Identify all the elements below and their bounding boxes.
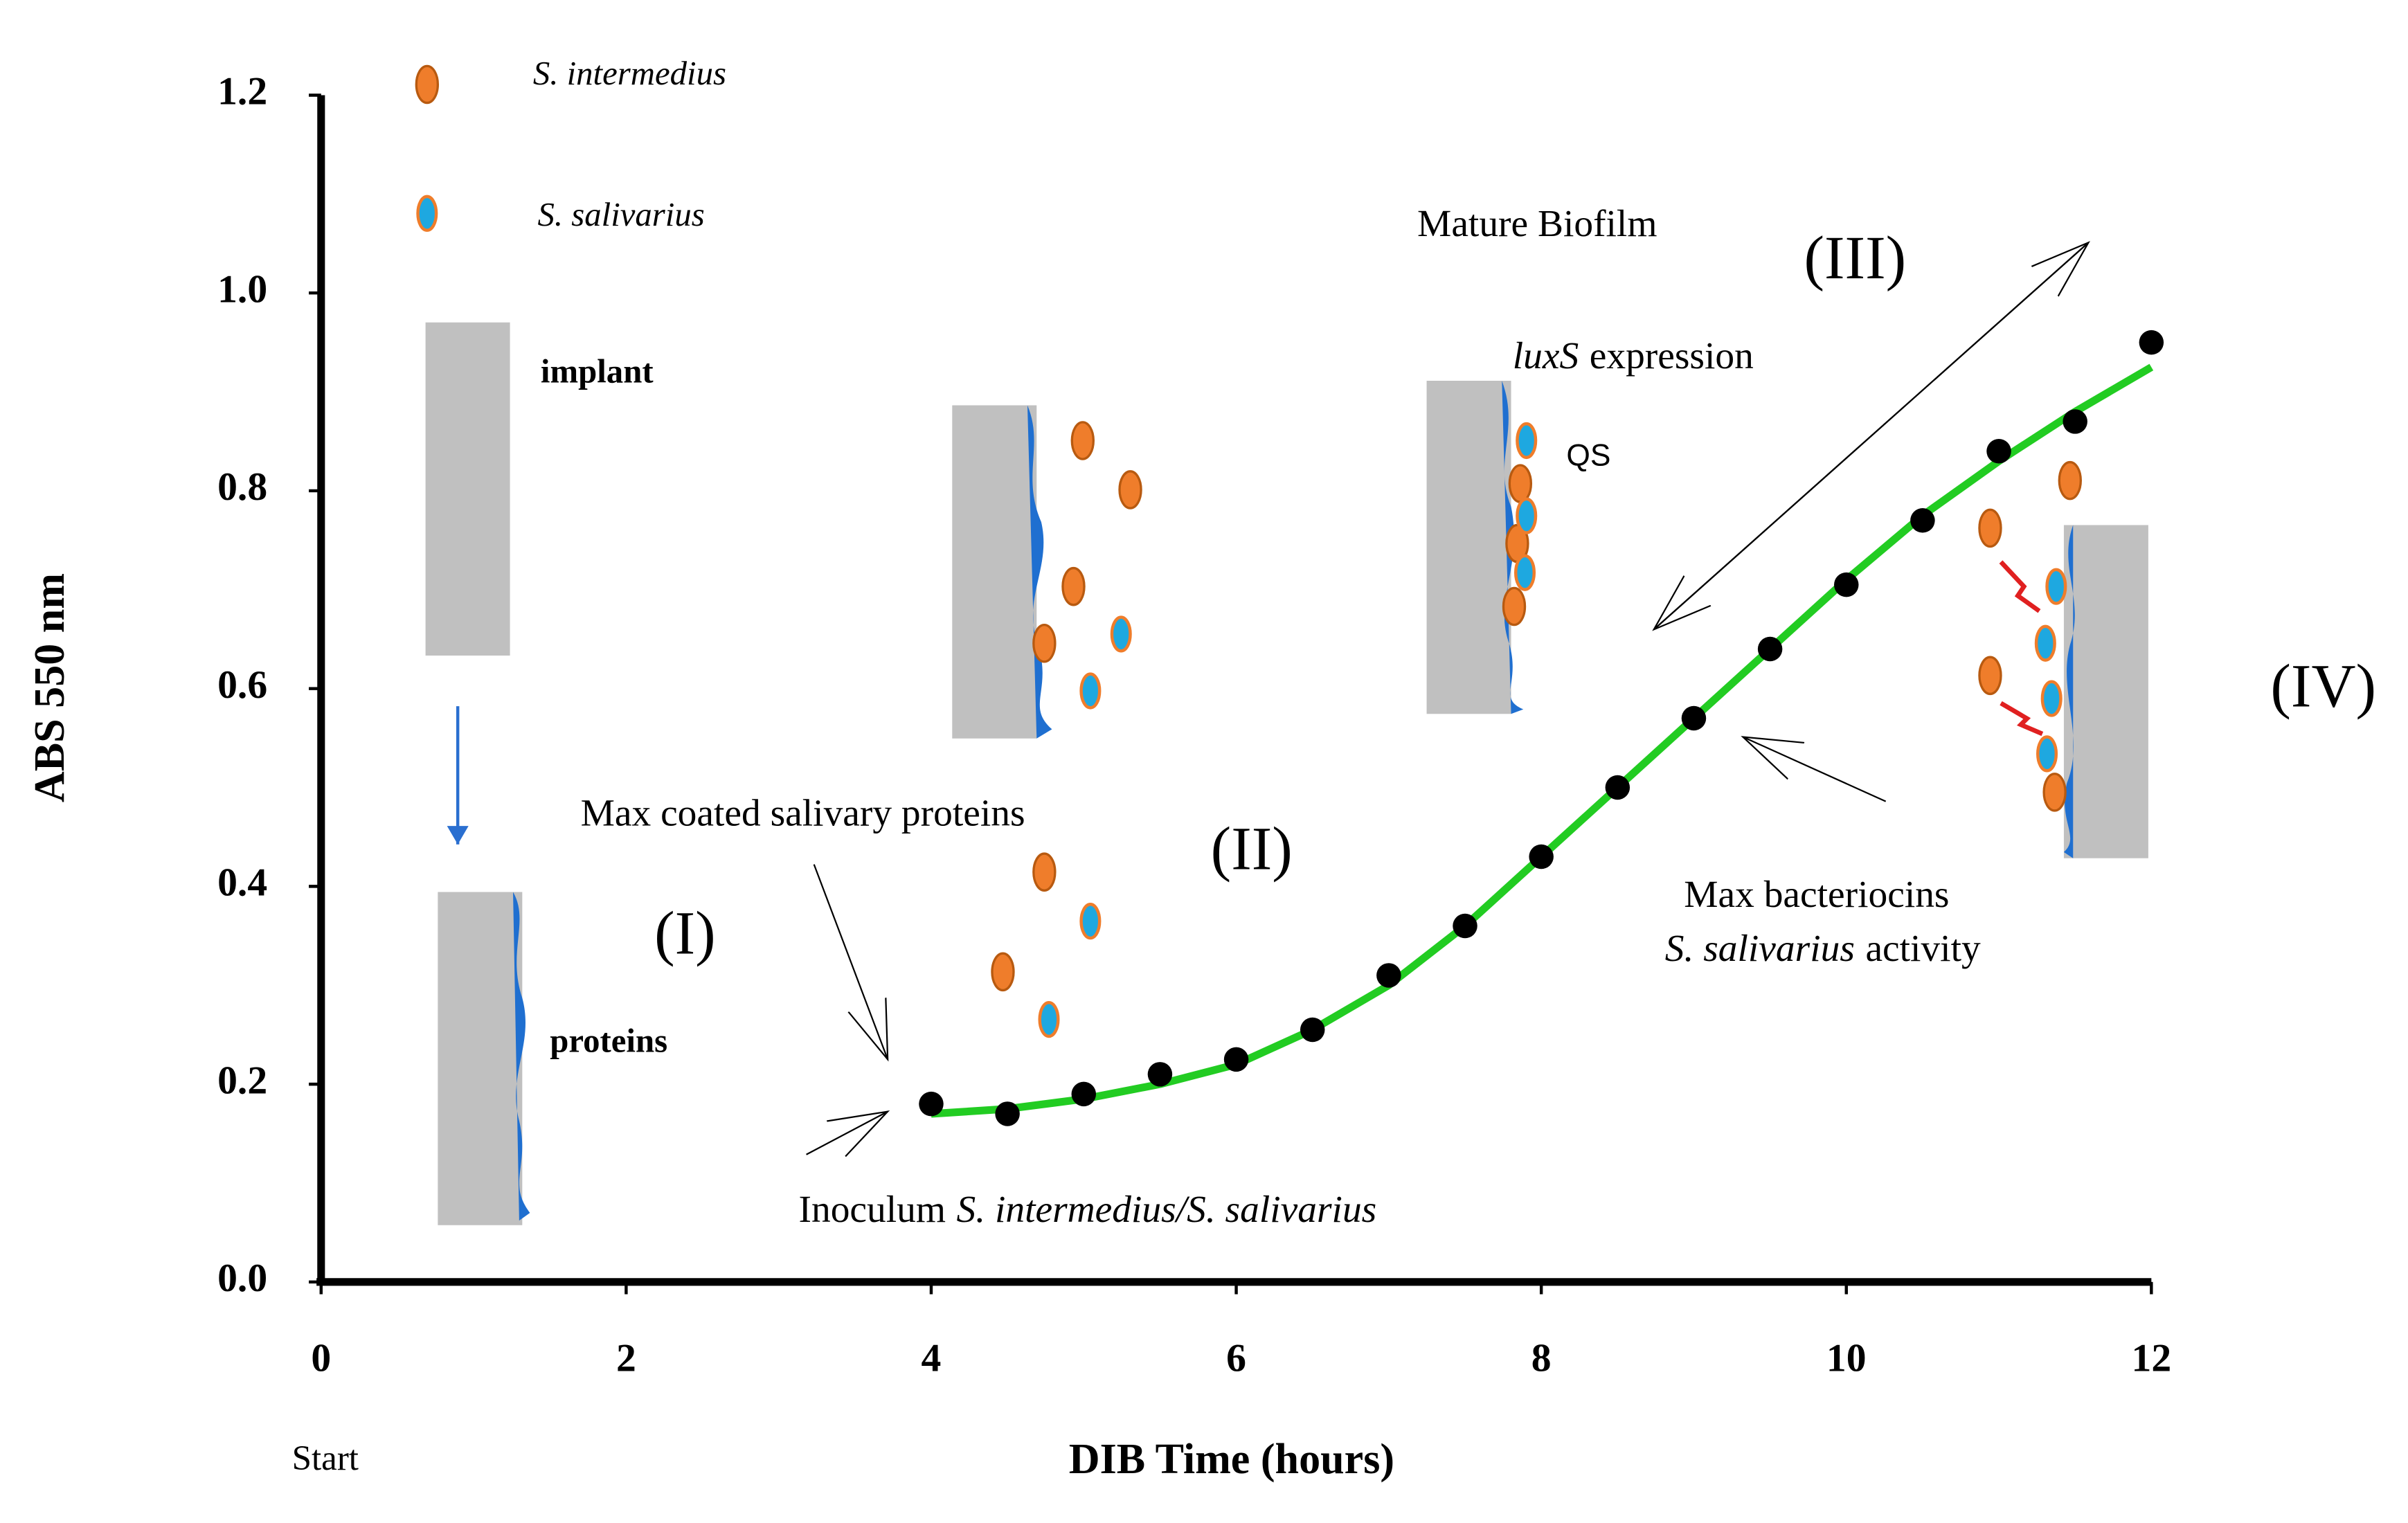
annotation: (IV) — [2270, 653, 2376, 721]
annotation-part: expression — [1590, 334, 1754, 377]
data-point — [1681, 705, 1707, 731]
annotation-part: Inoculum — [799, 1188, 946, 1230]
protein-layer — [513, 892, 530, 1221]
y-tick-label: 0.8 — [217, 465, 267, 509]
annotation: (I) — [654, 900, 716, 968]
annotation: Start — [292, 1439, 359, 1478]
illustration — [415, 64, 2148, 1225]
implant — [1426, 381, 1511, 714]
data-point — [2063, 409, 2087, 434]
data-point — [995, 1101, 1020, 1126]
y-tick-label: 1.0 — [217, 267, 267, 311]
data-point — [1910, 508, 1935, 533]
y-axis-label: ABS 550 nm — [26, 573, 73, 802]
annotation: implant — [541, 352, 654, 390]
data-point — [1605, 775, 1630, 800]
data-point — [1300, 1017, 1325, 1043]
data-point — [1453, 913, 1477, 939]
arrow — [813, 864, 888, 1060]
annotation: S. salivarius activity — [1665, 927, 1981, 969]
x-tick-label: 4 — [922, 1336, 942, 1380]
annotation-part: luxS — [1513, 334, 1579, 377]
data-point — [1223, 1047, 1249, 1072]
arrow — [1654, 242, 2090, 629]
x-tick-label: 0 — [311, 1336, 331, 1380]
x-axis-label: DIB Time (hours) — [1069, 1436, 1394, 1483]
data-point — [1071, 1081, 1097, 1107]
annotation: (II) — [1211, 815, 1293, 883]
annotation-part: S. intermedius/S. salivarius — [957, 1188, 1377, 1230]
data-point — [1986, 439, 2011, 464]
protein-layer — [1027, 405, 1052, 739]
annotation: S. intermedius — [533, 55, 726, 92]
implant — [425, 322, 510, 656]
x-tick-label: 12 — [2132, 1336, 2172, 1380]
annotation: (III) — [1804, 224, 1906, 292]
data-point — [2139, 330, 2164, 355]
data-point — [919, 1091, 944, 1117]
y-tick-label: 0.6 — [217, 663, 267, 707]
implant — [952, 405, 1037, 739]
x-tick-label: 2 — [616, 1336, 636, 1380]
data-point — [1147, 1062, 1173, 1087]
y-tick-label: 0.4 — [217, 861, 267, 905]
implant — [438, 892, 523, 1225]
annotation-part: activity — [1865, 927, 1981, 969]
annotation: Mature Biofilm — [1417, 202, 1657, 244]
data-point — [1529, 844, 1554, 869]
annotation: proteins — [550, 1022, 667, 1059]
annotation-part: S. salivarius — [1665, 927, 1855, 969]
annotation: Max bacteriocins — [1684, 873, 1949, 915]
data-point — [1376, 963, 1401, 988]
annotation: Inoculum S. intermedius/S. salivarius — [799, 1188, 1377, 1230]
x-tick-label: 10 — [1826, 1336, 1867, 1380]
implant — [2063, 525, 2148, 858]
data-point — [1834, 572, 1859, 597]
arrow — [1743, 737, 1887, 802]
annotation: Max coated salivary proteins — [581, 792, 1025, 834]
x-tick-label: 6 — [1226, 1336, 1246, 1380]
data-point — [1757, 636, 1783, 662]
y-tick-label: 1.2 — [217, 70, 267, 114]
y-tick-label: 0.2 — [217, 1058, 267, 1102]
arrow — [806, 1112, 888, 1155]
protein-layer — [2063, 525, 2075, 858]
x-tick-label: 8 — [1531, 1336, 1552, 1380]
annotation: luxS expression — [1513, 334, 1754, 377]
annotation: S. salivarius — [538, 196, 705, 233]
y-tick-label: 0.0 — [217, 1256, 267, 1300]
fit-line — [931, 363, 2154, 1118]
annotation: QS — [1566, 439, 1610, 473]
